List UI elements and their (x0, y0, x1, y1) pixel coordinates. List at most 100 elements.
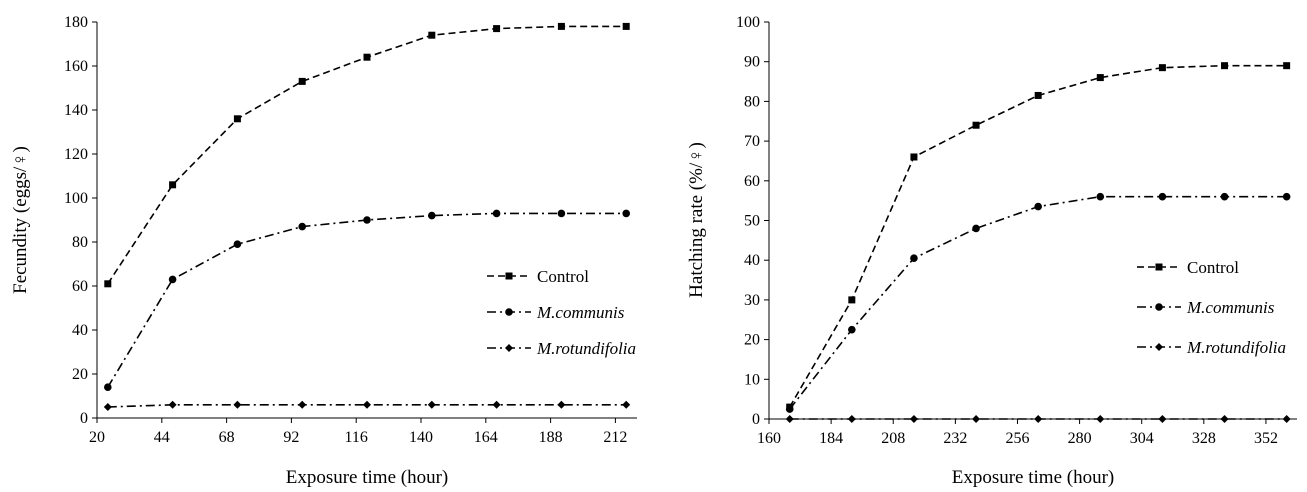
data-point-circle (492, 209, 501, 218)
legend-marker (505, 308, 513, 316)
data-point-diamond (168, 400, 177, 409)
y-tick-label: 0 (752, 411, 760, 428)
x-tick-label: 116 (344, 429, 367, 446)
x-tick-label: 184 (819, 430, 843, 447)
x-tick-label: 212 (603, 429, 627, 446)
data-point-circle (1034, 202, 1042, 211)
legend-marker (1155, 303, 1163, 311)
x-tick-label: 140 (409, 429, 433, 446)
data-point-square (1158, 64, 1166, 72)
legend-label: M.communis (1186, 298, 1275, 317)
legend-label: Control (537, 267, 589, 286)
data-point-diamond (1034, 415, 1043, 423)
x-tick-label: 20 (89, 429, 105, 446)
data-point-diamond (1220, 415, 1229, 423)
y-tick-label: 100 (736, 14, 760, 31)
data-point-square (493, 25, 501, 33)
data-point-square (1096, 74, 1104, 82)
data-point-circle (557, 209, 566, 218)
x-tick-label: 328 (1192, 430, 1216, 447)
y-tick-label: 10 (744, 371, 760, 388)
data-point-square (1283, 62, 1291, 70)
data-point-square (557, 22, 565, 30)
x-tick-label: 208 (881, 430, 905, 447)
series-lines (103, 22, 631, 411)
data-point-circle (168, 275, 177, 284)
y-axis-title: Fecundity (eggs/♀) (10, 146, 31, 294)
y-tick-label: 40 (72, 322, 88, 339)
series-line-0 (107, 25, 627, 285)
x-ticks: 160 184 208 232 256 280 304 328 352 (757, 419, 1278, 447)
data-point-diamond (1158, 415, 1167, 423)
x-tick-label: 92 (283, 429, 299, 446)
x-axis-title: Exposure time (hour) (952, 467, 1115, 488)
data-point-diamond (785, 415, 794, 423)
data-point-circle (1096, 192, 1105, 201)
series-line-1 (107, 212, 627, 388)
data-point-square (848, 296, 856, 304)
y-tick-label: 60 (744, 173, 760, 190)
y-tick-label: 100 (64, 190, 88, 207)
y-tick-label: 60 (72, 278, 88, 295)
data-point-diamond (909, 415, 918, 423)
x-tick-label: 232 (943, 430, 967, 447)
legend: Control M.communis M.rotundifolia (1137, 258, 1286, 357)
legend-marker (1155, 263, 1163, 271)
x-tick-label: 280 (1068, 430, 1092, 447)
x-tick-label: 68 (219, 429, 235, 446)
y-tick-label: 180 (64, 14, 88, 31)
legend-marker (505, 272, 513, 280)
legend-label: Control (1187, 258, 1239, 277)
legend-label: M.rotundifolia (1186, 338, 1286, 357)
x-ticks: 20 44 68 92 116 140 164 188 212 (89, 418, 627, 446)
data-point-circle (363, 216, 371, 224)
x-tick-label: 160 (757, 430, 781, 447)
data-point-diamond (233, 400, 242, 409)
x-tick-label: 304 (1130, 430, 1154, 447)
x-tick-label: 256 (1005, 430, 1029, 447)
data-point-diamond (492, 400, 501, 409)
data-point-square (1034, 91, 1042, 99)
data-point-circle (910, 254, 918, 263)
legend-label: M.rotundifolia (536, 339, 636, 358)
data-point-square (363, 53, 371, 61)
y-tick-label: 30 (744, 292, 760, 309)
data-point-square (298, 77, 306, 85)
data-point-diamond (847, 415, 856, 423)
data-point-diamond (298, 400, 307, 409)
data-point-diamond (1282, 415, 1291, 423)
y-tick-label: 40 (744, 252, 760, 269)
data-point-square (104, 280, 112, 288)
y-tick-label: 70 (744, 133, 760, 150)
data-point-diamond (363, 400, 371, 409)
data-point-square (428, 31, 436, 39)
data-point-circle (972, 224, 980, 233)
y-tick-label: 120 (64, 146, 88, 163)
data-point-diamond (557, 400, 566, 409)
data-point-square (972, 121, 980, 129)
legend-marker (505, 344, 513, 352)
hatching-rate-chart: 0 10 20 30 40 50 60 70 80 90 100 160 184 208 232 256 28… (686, 14, 1297, 488)
data-point-circle (622, 209, 630, 218)
data-point-circle (104, 383, 112, 392)
data-point-circle (1220, 192, 1229, 201)
data-point-diamond (1096, 415, 1105, 423)
y-tick-label: 20 (744, 332, 760, 349)
x-tick-label: 352 (1254, 430, 1278, 447)
data-point-circle (298, 222, 307, 231)
y-ticks: 0 10 20 30 40 50 60 70 80 90 100 (736, 14, 769, 428)
data-point-diamond (427, 400, 436, 409)
x-tick-label: 164 (474, 429, 498, 446)
y-tick-label: 0 (80, 410, 88, 427)
data-point-circle (428, 211, 436, 220)
series-lines (785, 62, 1291, 423)
data-point-square (622, 22, 630, 30)
legend-marker (1155, 343, 1163, 351)
data-point-square (910, 153, 918, 161)
data-point-circle (233, 240, 242, 248)
y-tick-label: 90 (744, 54, 760, 71)
data-point-circle (848, 325, 856, 334)
series-line-2 (107, 403, 627, 408)
